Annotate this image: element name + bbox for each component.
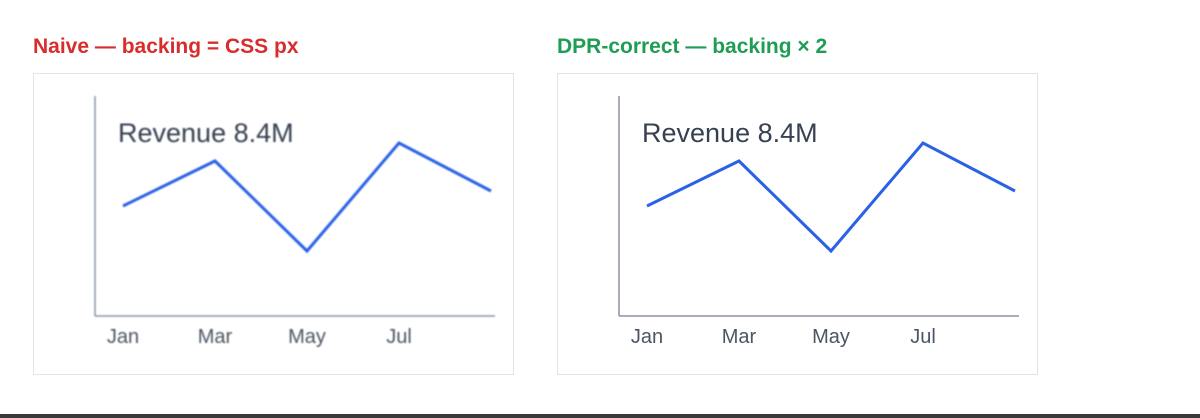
naive-revenue-label: Revenue 8.4M bbox=[118, 118, 294, 148]
naive-tick-label: Jul bbox=[386, 326, 412, 348]
naive-chart-frame: Revenue 8.4M Jan Mar May Jul bbox=[33, 73, 514, 375]
dpr-revenue-line bbox=[646, 141, 1016, 254]
naive-panel-title: Naive — backing = CSS px bbox=[33, 35, 299, 58]
naive-tick-label: May bbox=[288, 326, 326, 348]
naive-tick-label: Jan bbox=[107, 326, 139, 348]
dpr-panel-title: DPR-correct — backing × 2 bbox=[557, 35, 828, 58]
naive-revenue-line bbox=[122, 141, 492, 254]
dpr-chart-frame: Revenue 8.4M Jan Mar May Jul bbox=[557, 73, 1038, 375]
dpr-line-chart: Revenue 8.4M Jan Mar May Jul bbox=[618, 96, 1019, 348]
bottom-divider bbox=[0, 414, 1200, 418]
naive-tick-label: Mar bbox=[198, 326, 233, 348]
naive-line-chart: Revenue 8.4M Jan Mar May Jul bbox=[94, 96, 495, 348]
dpr-revenue-label: Revenue 8.4M bbox=[642, 118, 818, 148]
dpr-tick-label: Jul bbox=[910, 326, 936, 348]
dpr-tick-label: Jan bbox=[631, 326, 663, 348]
dpr-tick-label: Mar bbox=[722, 326, 757, 348]
dpr-tick-label: May bbox=[812, 326, 850, 348]
